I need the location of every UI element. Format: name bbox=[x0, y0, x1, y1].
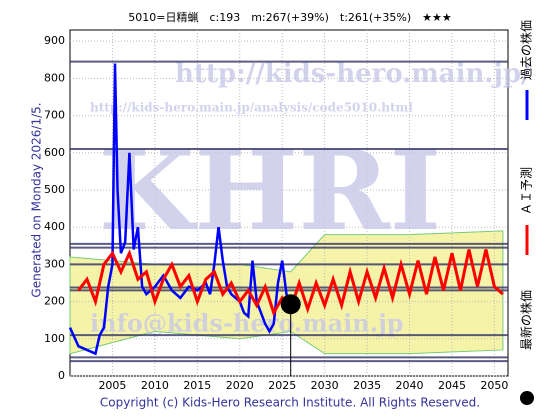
x-tick-label: 2005 bbox=[98, 379, 126, 392]
legend-label: ＡＩ予測 bbox=[520, 167, 534, 215]
y-tick-label: 0 bbox=[58, 369, 65, 382]
x-tick-label: 2025 bbox=[268, 379, 296, 392]
y-tick-label: 700 bbox=[44, 109, 65, 122]
y-tick-label: 300 bbox=[44, 257, 65, 270]
chart-title: 5010=日精蝋 c:193 m:267(+39%) t:261(+35%) ★… bbox=[128, 10, 452, 24]
y-tick-label: 100 bbox=[44, 332, 65, 345]
x-tick-label: 2030 bbox=[311, 379, 339, 392]
legend-swatch bbox=[520, 391, 534, 405]
x-tick-label: 2010 bbox=[141, 379, 169, 392]
y-tick-label: 900 bbox=[44, 34, 65, 47]
footer: Copyright (c) Kids-Hero Research Institu… bbox=[100, 396, 480, 410]
watermark: http://kids-hero.main.jp/ bbox=[175, 59, 531, 89]
y-tick-label: 500 bbox=[44, 183, 65, 196]
watermark: info@kids-hero.main.jp bbox=[90, 309, 404, 338]
legend-label: 過去の株価 bbox=[519, 20, 534, 80]
x-tick-label: 2020 bbox=[226, 379, 254, 392]
y-tick-label: 400 bbox=[44, 220, 65, 233]
y-tick-label: 200 bbox=[44, 295, 65, 308]
y-tick-label: 800 bbox=[44, 71, 65, 84]
x-tick-label: 2040 bbox=[396, 379, 424, 392]
x-tick-label: 2015 bbox=[183, 379, 211, 392]
x-tick-label: 2035 bbox=[353, 379, 381, 392]
x-tick-label: 2045 bbox=[438, 379, 466, 392]
y-tick-label: 600 bbox=[44, 146, 65, 159]
watermark: http://kids-hero.main.jp/analysis/code50… bbox=[90, 101, 413, 115]
side-note: Generated on Monday 2026/1/5. bbox=[30, 102, 44, 297]
latest-point bbox=[280, 294, 301, 315]
x-tick-label: 2050 bbox=[480, 379, 508, 392]
watermark: KHRI bbox=[99, 126, 441, 255]
legend-label: 最新の株価 bbox=[519, 290, 534, 350]
